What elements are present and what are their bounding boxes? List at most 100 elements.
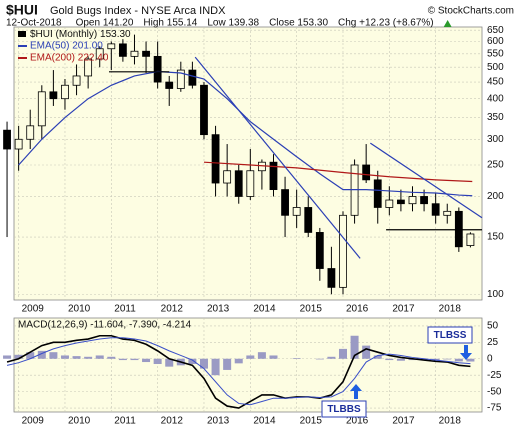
candle-body: [408, 196, 417, 205]
quote-date: 12-Oct-2018: [6, 18, 62, 29]
histogram-bar: [107, 356, 116, 359]
x-tick-label: 2016: [346, 416, 369, 427]
macd-panel: [13, 317, 483, 413]
up-triangle: [443, 20, 452, 27]
y-tick-label: 0: [487, 353, 493, 364]
symbol: $HUI: [6, 2, 38, 18]
legend-label: EMA(200) 222.40: [30, 53, 109, 64]
candle-body: [37, 91, 46, 127]
histogram-bar: [130, 358, 139, 361]
y-tick-label: 25: [487, 337, 499, 348]
candle-body: [153, 55, 162, 83]
x-tick-label: 2014: [253, 304, 276, 315]
x-tick-label: 2013: [207, 416, 230, 427]
x-tick-label: 2013: [207, 304, 230, 315]
candle-body: [211, 134, 220, 184]
histogram-bar: [72, 356, 81, 359]
x-tick-label: 2011: [114, 416, 136, 427]
histogram-bar: [327, 356, 336, 359]
y-tick-label: 550: [487, 48, 504, 59]
candle-body: [315, 232, 324, 269]
candle-body: [362, 164, 371, 181]
candle-body: [165, 81, 174, 89]
candle-body: [118, 43, 127, 57]
histogram-bar: [466, 358, 475, 362]
histogram-bar: [142, 358, 151, 363]
x-tick-label: 2012: [161, 304, 184, 315]
annotation: TLBSS: [434, 330, 467, 341]
y-tick-label: -75: [487, 403, 502, 414]
y-tick-label: 500: [487, 62, 504, 73]
histogram-bar: [60, 355, 69, 359]
y-tick-label: 300: [487, 134, 504, 145]
candle-body: [281, 189, 289, 216]
title: Gold Bugs Index - NYSE Arca INDX: [50, 5, 226, 17]
histogram-bar: [37, 350, 46, 359]
candle-body: [454, 210, 463, 248]
ema-line: [18, 70, 473, 197]
macd-line: [6, 337, 471, 406]
histogram-bar: [443, 358, 452, 360]
y-tick-label: -25: [487, 370, 502, 381]
histogram-bar: [269, 355, 278, 359]
annotation-box: [427, 326, 473, 344]
x-tick-label: 2015: [300, 304, 323, 315]
candle-body: [188, 69, 197, 86]
histogram-bar: [199, 358, 208, 369]
histogram-bar: [118, 358, 127, 361]
candle-body: [304, 207, 313, 233]
histogram-bar: [223, 358, 232, 370]
histogram-bar: [350, 335, 359, 359]
y-tick-label: 350: [487, 112, 504, 123]
quote-item: Close 153.30: [269, 18, 328, 29]
candle-body: [84, 58, 93, 77]
legend-label: $HUI (Monthly) 153.30: [30, 29, 131, 40]
source: © StockCharts.com: [428, 6, 514, 17]
histogram-bar: [292, 358, 301, 359]
candle-body: [327, 268, 336, 288]
arrow: [350, 384, 362, 399]
x-tick-label: 2015: [300, 416, 323, 427]
histogram-bar: [431, 358, 440, 361]
candle-body: [373, 179, 382, 208]
candle-body: [397, 199, 405, 205]
y-tick-label: 600: [487, 36, 504, 47]
histogram-bar: [188, 358, 197, 365]
candle-body: [258, 161, 266, 172]
y-tick-label: 100: [487, 289, 504, 300]
candle-body: [223, 170, 232, 184]
x-tick-label: 2017: [392, 304, 415, 315]
candle-body: [385, 199, 394, 208]
histogram-bar: [49, 352, 58, 359]
x-tick-label: 2018: [439, 416, 462, 427]
quote-item: Low 139.38: [207, 18, 259, 29]
candle-body: [246, 170, 255, 197]
annotation: TLBBS: [327, 404, 361, 415]
x-tick-label: 2017: [392, 416, 415, 427]
x-tick-label: 2010: [68, 416, 91, 427]
macd-title: MACD(12,26,9) -11.604, -7.390, -4.214: [18, 320, 192, 331]
x-tick-label: 2012: [161, 416, 184, 427]
y-tick-label: 650: [487, 25, 504, 36]
candle-body: [234, 170, 243, 197]
x-tick-label: 2010: [68, 304, 91, 315]
candle-body: [269, 161, 278, 190]
candle-body: [130, 50, 139, 57]
y-tick-label: 400: [487, 93, 504, 104]
histogram-bar: [165, 358, 174, 367]
candle-body: [292, 207, 301, 216]
macd-line: [6, 334, 471, 409]
candle-body: [466, 233, 475, 246]
histogram-bar: [211, 358, 220, 376]
trend-line: [194, 56, 361, 259]
histogram-bar: [3, 355, 12, 359]
histogram-bar: [234, 358, 243, 364]
histogram-bar: [153, 358, 162, 365]
histogram-bar: [385, 358, 394, 361]
legend-label: EMA(50) 201.00: [30, 41, 103, 52]
candle-body: [420, 196, 428, 205]
candle-body: [61, 84, 69, 100]
histogram-bar: [95, 355, 104, 359]
quote-item: Open 141.20: [76, 18, 134, 29]
quote-item: High 155.14: [143, 18, 197, 29]
